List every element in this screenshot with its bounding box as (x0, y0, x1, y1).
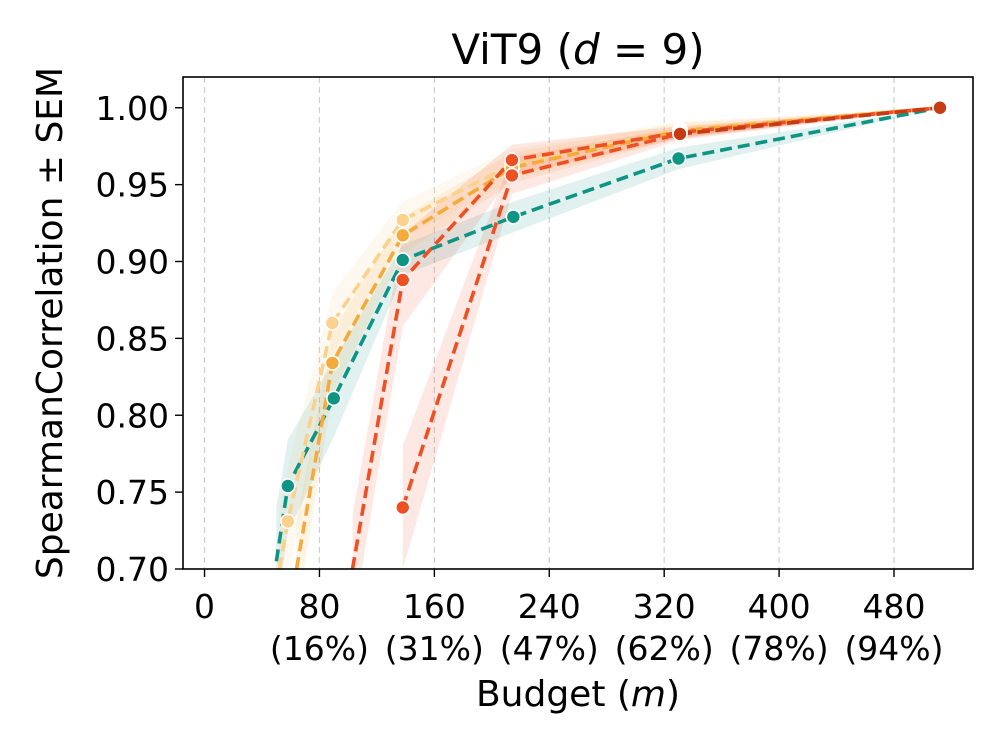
series-markers (280, 99, 948, 530)
data-point (504, 167, 520, 184)
y-tick-label: 0.80 (96, 396, 169, 435)
x-tick-pct-label: (94%) (844, 629, 943, 668)
chart-title: ViT9 (d = 9) (451, 25, 704, 74)
y-tick-label: 0.85 (96, 319, 169, 358)
data-point (394, 252, 411, 268)
series-line (679, 105, 941, 136)
grid-lines (203, 77, 895, 569)
x-axis-title-var: m (631, 674, 666, 715)
y-tick-label: 1.00 (96, 89, 169, 128)
x-tick-label: 0 (194, 587, 215, 626)
data-point (326, 390, 342, 407)
y-tick-label: 0.75 (96, 473, 169, 512)
data-point (672, 126, 688, 142)
x-axis-title: Budget (m) (476, 674, 680, 715)
data-point (394, 499, 411, 516)
chart-title-text: ViT9 ( (451, 25, 573, 74)
x-tick-pct-label: (78%) (730, 629, 829, 668)
data-point (394, 212, 411, 228)
y-tick-label: 0.90 (96, 243, 169, 282)
chart-title-eq: = 9) (600, 25, 705, 74)
x-tick-pct-label: (47%) (500, 629, 599, 668)
x-tick-label: 320 (633, 587, 696, 626)
x-axis-ticks: 0 80(16%) 160(31%) 240(47%) 320(62%) 400(78%)… (194, 569, 944, 668)
x-tick-pct-label: (16%) (270, 629, 369, 668)
x-tick-label: 160 (403, 587, 466, 626)
plot-frame (182, 76, 974, 570)
x-axis-title-end: ) (666, 674, 680, 715)
x-tick-label: 80 (298, 587, 340, 626)
data-point (932, 99, 948, 116)
series-line (294, 105, 941, 569)
data-point (280, 513, 296, 530)
x-axis-title-text: Budget ( (476, 674, 631, 715)
data-point (505, 209, 522, 225)
data-point (280, 478, 296, 494)
data-point (504, 152, 520, 168)
y-tick-label: 0.70 (96, 550, 169, 589)
y-axis-title: SpearmanCorrelation ± SEM (30, 67, 71, 579)
data-point (670, 150, 687, 167)
x-tick-label: 480 (863, 587, 926, 626)
y-axis-ticks: 0.70 0.75 0.80 0.85 0.90 0.95 1.00 (96, 89, 183, 589)
sem-bands (276, 107, 940, 569)
data-point (324, 355, 341, 371)
x-tick-pct-label: (62%) (615, 629, 714, 668)
data-point (394, 227, 411, 244)
data-point (324, 315, 341, 331)
data-point (394, 272, 411, 288)
x-tick-pct-label: (31%) (385, 629, 484, 668)
chart-title-var: d (573, 25, 600, 74)
y-tick-label: 0.95 (96, 166, 169, 205)
x-tick-label: 240 (518, 587, 581, 626)
x-tick-label: 400 (748, 587, 811, 626)
